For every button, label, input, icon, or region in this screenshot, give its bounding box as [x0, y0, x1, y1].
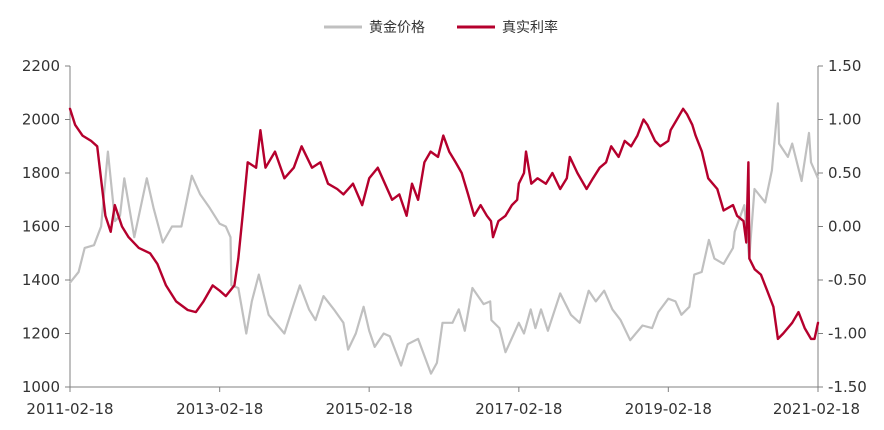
x-tick-label: 2011-02-18 — [26, 400, 113, 418]
x-tick-label: 2017-02-18 — [475, 400, 562, 418]
right-y-tick-label: 0.50 — [828, 164, 861, 182]
series-line-real-rate — [68, 107, 820, 341]
right-y-tick-label: 0.00 — [828, 218, 861, 236]
right-y-tick-label: 1.50 — [828, 57, 861, 75]
right-y-tick-label: -0.50 — [828, 271, 867, 289]
left-y-tick-label: 1800 — [22, 164, 60, 182]
left-y-tick-label: 1000 — [22, 378, 60, 396]
series-line-gold-price — [68, 102, 820, 375]
legend-label-real-rate: 真实利率 — [502, 19, 558, 36]
right-y-tick-label: 1.00 — [828, 111, 861, 129]
x-tick-label: 2021-02-18 — [773, 400, 860, 418]
left-y-tick-label: 2200 — [22, 57, 60, 75]
legend-label-gold-price: 黄金价格 — [369, 19, 425, 36]
series-layer — [68, 102, 820, 375]
left-y-tick-label: 2000 — [22, 111, 60, 129]
left-y-tick-label: 1200 — [22, 325, 60, 343]
left-y-tick-label: 1600 — [22, 218, 60, 236]
x-tick-label: 2019-02-18 — [625, 400, 712, 418]
x-tick-label: 2013-02-18 — [176, 400, 263, 418]
left-y-tick-label: 1400 — [22, 271, 60, 289]
right-y-tick-label: -1.00 — [828, 325, 867, 343]
legend: 黄金价格 真实利率 — [324, 19, 558, 36]
ticks: 1000 1200 1400 1600 1800 2000 2200 -1.50 -1.00 -0… — [22, 57, 867, 418]
x-tick-label: 2015-02-18 — [326, 400, 413, 418]
right-y-tick-label: -1.50 — [828, 378, 867, 396]
